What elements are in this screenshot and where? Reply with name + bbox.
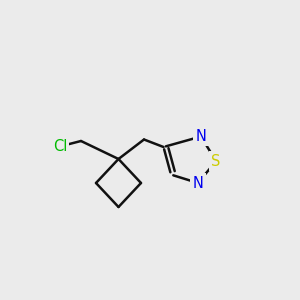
Text: S: S [211, 154, 221, 169]
Text: Cl: Cl [53, 139, 67, 154]
Text: N: N [196, 129, 206, 144]
Text: N: N [193, 176, 203, 190]
